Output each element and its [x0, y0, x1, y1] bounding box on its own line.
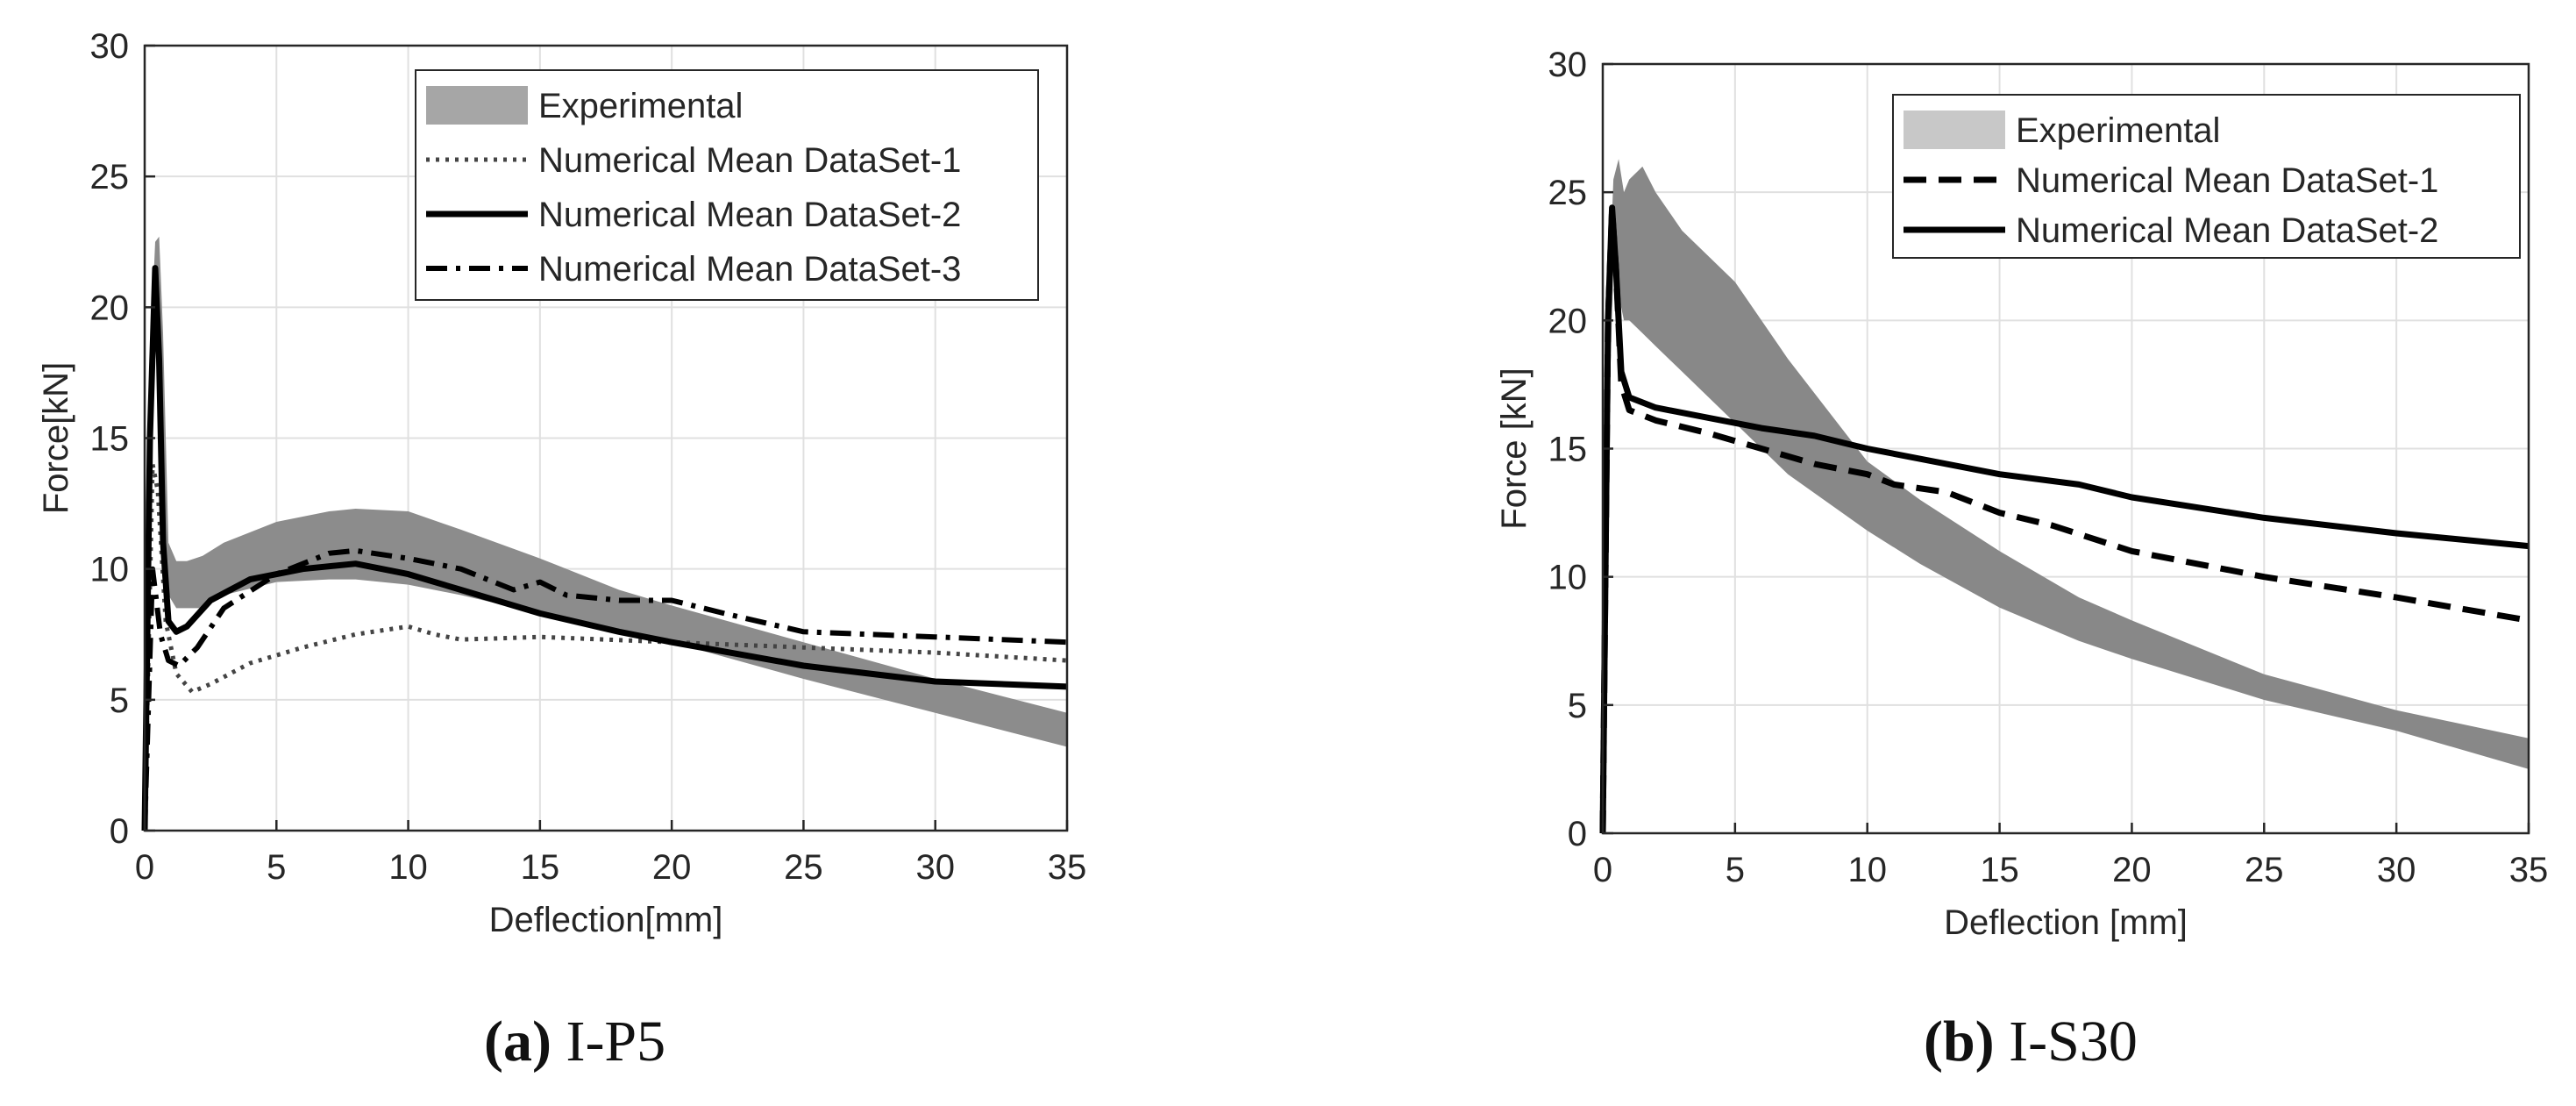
chart-b-ytick-label-1: 5: [1568, 687, 1587, 725]
chart-b-xtick-label-2: 10: [1847, 851, 1887, 889]
chart-a-ytick-label-5: 25: [90, 158, 130, 196]
chart-b-ytick-label-5: 25: [1548, 174, 1588, 212]
chart-b-xtick-label-0: 0: [1593, 851, 1612, 889]
chart-b: 0 5 10 15 20 25 30 35 0 5 10 15 20 25 30 Deflection [mm…: [1495, 46, 2549, 942]
chart-a-legend-label-0: Experimental: [538, 87, 743, 125]
caption-b: (b) I-S30: [1924, 1009, 2138, 1075]
chart-a-xtick-label-4: 20: [652, 848, 692, 887]
chart-b-legend-label-2: Numerical Mean DataSet-2: [2016, 211, 2438, 250]
chart-b-legend-label-1: Numerical Mean DataSet-1: [2016, 161, 2438, 200]
chart-a-legend-label-1: Numerical Mean DataSet-1: [538, 141, 961, 180]
chart-a-ytick-label-0: 0: [110, 812, 129, 851]
chart-a-xtick-label-5: 25: [784, 848, 823, 887]
chart-b-ytick-label-2: 10: [1548, 559, 1588, 597]
chart-a-legend: Experimental Numerical Mean DataSet-1 Nume…: [415, 69, 1039, 301]
chart-a: 0 5 10 15 20 25 30 35 0 5 10 15 20 25 30 Deflection[mm]…: [37, 27, 1087, 939]
chart-a-xtick-label-3: 15: [521, 848, 560, 887]
chart-a-xtick-label-1: 5: [267, 848, 286, 887]
chart-a-ytick-label-6: 30: [90, 27, 130, 66]
chart-b-ylabel: Force [kN]: [1495, 367, 1534, 529]
chart-b-xtick-label-5: 25: [2245, 851, 2284, 889]
chart-a-ytick-label-1: 5: [110, 681, 129, 720]
caption-b-text: I-S30: [2009, 1010, 2138, 1074]
chart-a-xlabel: Deflection[mm]: [489, 901, 723, 939]
chart-b-ytick-label-0: 0: [1568, 815, 1587, 853]
chart-a-ytick-label-2: 10: [90, 551, 130, 589]
chart-b-ytick-label-6: 30: [1548, 46, 1588, 84]
chart-a-series-3-line: [142, 547, 1068, 831]
chart-a-legend-swatch-0: [426, 86, 528, 125]
chart-a-ytick-label-4: 20: [90, 289, 130, 327]
chart-b-legend: Experimental Numerical Mean DataSet-1 Nume…: [1892, 94, 2521, 259]
chart-a-xtick-label-6: 30: [915, 848, 955, 887]
chart-b-series-2-line: [1599, 204, 2530, 834]
chart-b-xtick-label-6: 30: [2377, 851, 2416, 889]
chart-a-xtick-label-0: 0: [135, 848, 154, 887]
chart-b-xtick-label-4: 20: [2112, 851, 2152, 889]
chart-b-ytick-label-3: 15: [1548, 431, 1588, 469]
chart-b-ytick-label-4: 20: [1548, 302, 1588, 340]
chart-a-xtick-label-7: 35: [1048, 848, 1087, 887]
chart-a-ytick-label-3: 15: [90, 420, 130, 459]
caption-a: (a) I-P5: [484, 1009, 665, 1075]
chart-a-legend-label-3: Numerical Mean DataSet-3: [538, 250, 961, 289]
chart-a-legend-label-2: Numerical Mean DataSet-2: [538, 196, 961, 234]
chart-b-xtick-label-1: 5: [1726, 851, 1745, 889]
chart-b-legend-swatch-0: [1904, 111, 2005, 149]
chart-b-legend-label-0: Experimental: [2016, 111, 2220, 150]
caption-a-text: I-P5: [566, 1010, 666, 1074]
chart-b-xlabel: Deflection [mm]: [1944, 903, 2188, 942]
chart-b-xtick-label-3: 15: [1980, 851, 2019, 889]
caption-a-letter: (a): [484, 1010, 551, 1074]
chart-a-experimental-band: [145, 236, 1067, 831]
chart-a-xtick-label-2: 10: [388, 848, 428, 887]
chart-a-ylabel: Force[kN]: [37, 362, 75, 514]
caption-b-letter: (b): [1924, 1010, 1995, 1074]
chart-b-xtick-label-7: 35: [2509, 851, 2549, 889]
